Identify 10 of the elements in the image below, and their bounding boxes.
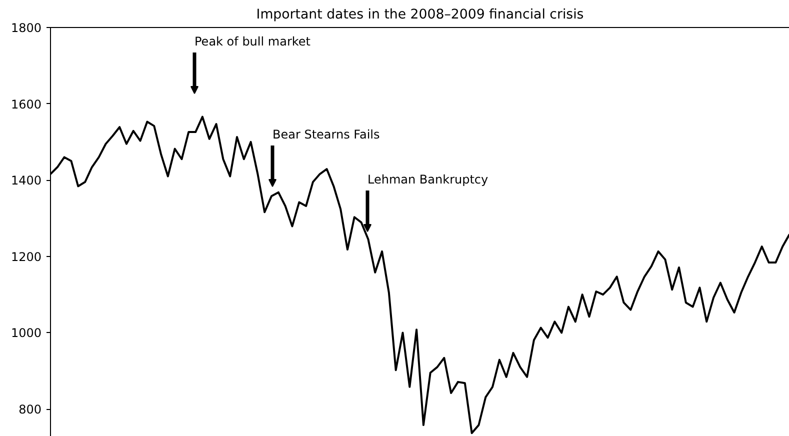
y-tick-label: 1400 — [10, 174, 42, 188]
annotation: Bear Stearns Fails — [272, 128, 380, 142]
y-tick-label: 800 — [18, 402, 42, 417]
y-tick-label: 1600 — [10, 97, 42, 112]
y-tick-label: 1000 — [10, 326, 42, 340]
chart-title: Important dates in the 2008–2009 financial crisis — [256, 8, 584, 22]
y-tick-label: 1200 — [10, 250, 42, 264]
y-tick-label: 1800 — [10, 21, 42, 35]
annotation: Lehman Bankruptcy — [368, 172, 488, 186]
annotation: Peak of bull market — [194, 34, 311, 48]
